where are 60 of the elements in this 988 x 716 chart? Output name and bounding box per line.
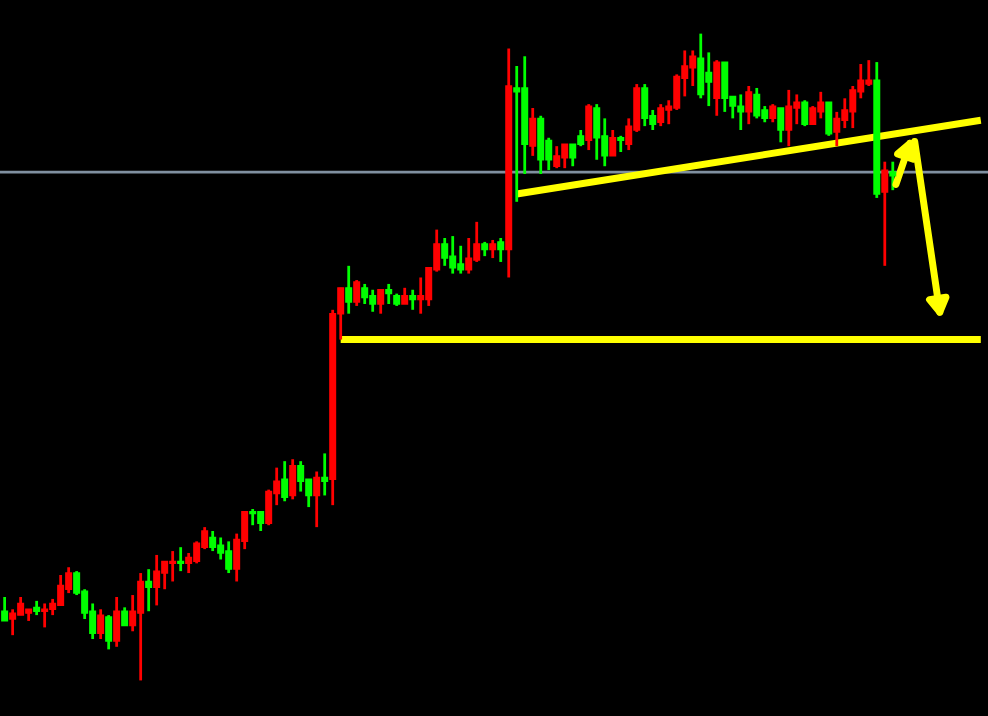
candlestick xyxy=(409,288,417,312)
candlestick xyxy=(689,49,697,88)
candlestick xyxy=(657,102,665,128)
candlestick xyxy=(385,282,393,306)
candlestick xyxy=(785,88,793,148)
candlestick xyxy=(825,100,833,138)
candlestick xyxy=(281,459,289,503)
candlestick xyxy=(313,470,321,529)
candlestick xyxy=(713,58,721,118)
candlestick xyxy=(225,539,233,575)
candlestick xyxy=(1,595,9,623)
candlestick xyxy=(257,510,265,533)
candlestick xyxy=(41,602,49,629)
candlestick xyxy=(449,234,457,275)
candlestick xyxy=(121,605,129,627)
candlestick xyxy=(721,60,729,114)
candlestick xyxy=(209,529,217,553)
candlestick xyxy=(57,573,65,607)
candlestick xyxy=(489,238,497,260)
candlestick xyxy=(97,607,105,641)
candlestick xyxy=(297,459,305,493)
candlestick xyxy=(513,64,521,204)
candlestick xyxy=(593,102,601,162)
candlestick xyxy=(441,236,449,268)
candlestick xyxy=(361,282,369,306)
candlestick xyxy=(777,106,785,144)
candlestick xyxy=(353,278,361,308)
candlestick xyxy=(9,607,17,637)
candlestick xyxy=(169,549,177,583)
candlestick xyxy=(553,144,561,170)
candlestick xyxy=(289,457,297,501)
candlestick xyxy=(457,244,465,275)
candlestick xyxy=(497,236,505,264)
candlestick xyxy=(585,102,593,152)
candlestick xyxy=(105,613,113,651)
candlestick xyxy=(609,128,617,158)
candlestick xyxy=(537,114,545,176)
candlestick xyxy=(817,90,825,120)
candlestick xyxy=(865,58,873,88)
candlestick xyxy=(145,567,153,613)
candlestick xyxy=(137,571,145,682)
candlestick xyxy=(321,452,329,497)
candlestick xyxy=(745,84,753,126)
candlestick xyxy=(881,160,889,268)
candlestick xyxy=(641,82,649,128)
candlestick xyxy=(377,288,385,316)
candlestick xyxy=(889,160,897,192)
candlestick xyxy=(345,264,353,316)
candlestick xyxy=(369,288,377,314)
candlestick xyxy=(801,98,809,128)
candlestick xyxy=(705,51,713,108)
candlestick xyxy=(561,142,569,170)
candlestick xyxy=(697,32,705,100)
candlestick xyxy=(737,93,745,132)
candlestick xyxy=(529,106,537,158)
candlestick xyxy=(113,595,121,649)
candlestick xyxy=(769,102,777,124)
candlestick xyxy=(153,553,161,607)
candlestick xyxy=(177,545,185,573)
candlestick xyxy=(753,86,761,120)
